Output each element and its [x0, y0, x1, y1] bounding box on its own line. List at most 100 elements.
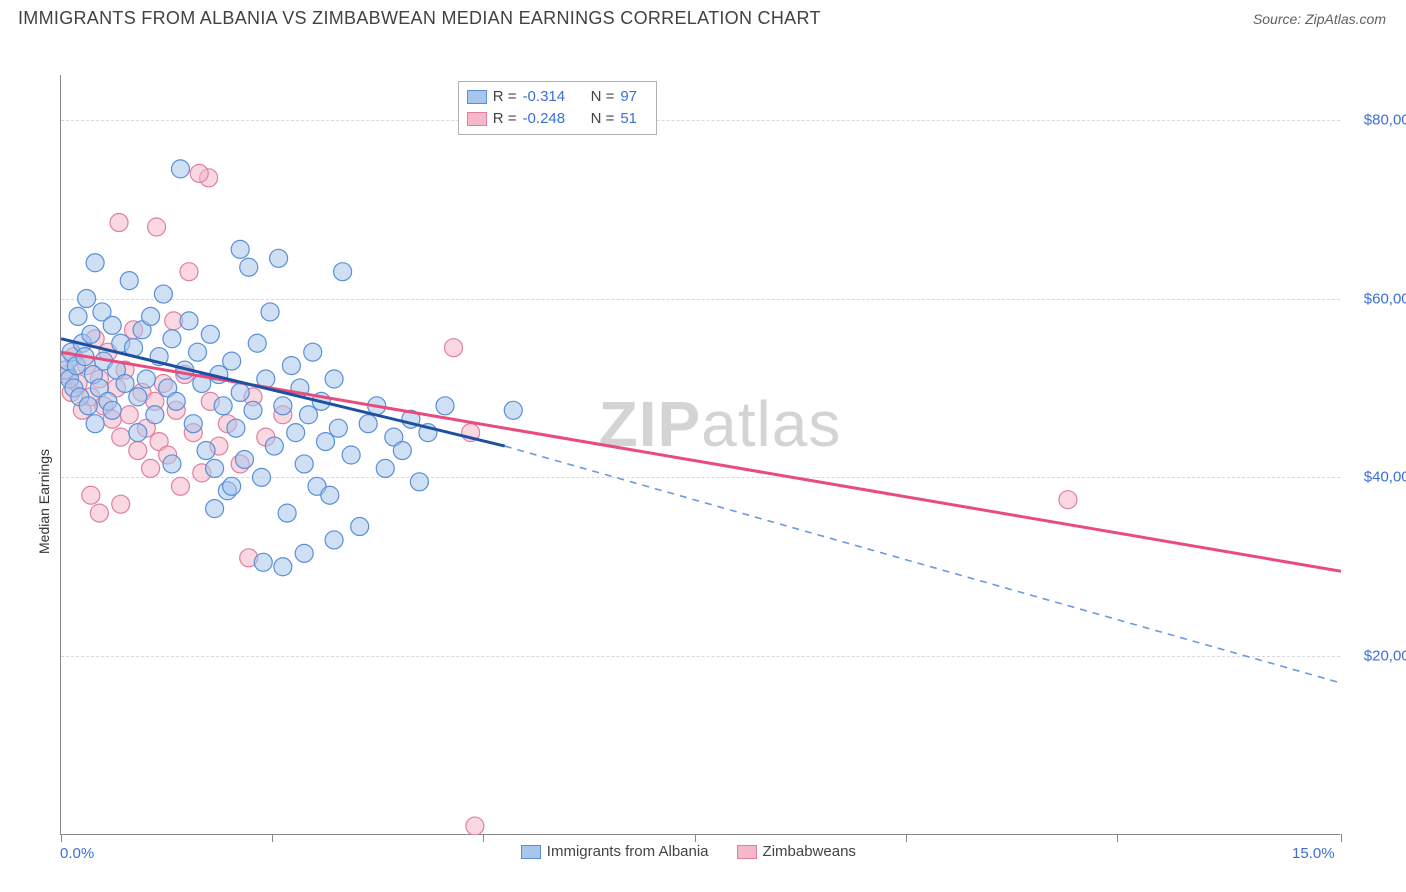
data-point	[112, 495, 130, 513]
watermark: ZIPatlas	[599, 387, 842, 461]
chart-title: IMMIGRANTS FROM ALBANIA VS ZIMBABWEAN ME…	[18, 8, 821, 29]
data-point	[163, 455, 181, 473]
data-point	[244, 388, 262, 406]
data-point	[240, 549, 258, 567]
y-axis-label: Median Earnings	[36, 449, 52, 554]
data-point	[436, 397, 454, 415]
x-tick	[61, 834, 62, 842]
data-point	[200, 169, 218, 187]
data-point	[176, 366, 194, 384]
y-tick-label: $40,000	[1348, 469, 1406, 486]
data-point	[351, 518, 369, 536]
data-point	[73, 401, 91, 419]
data-point	[274, 397, 292, 415]
data-point	[95, 397, 113, 415]
legend-swatch	[737, 845, 757, 859]
data-point	[95, 352, 113, 370]
data-point	[171, 160, 189, 178]
data-point	[90, 370, 108, 388]
data-point	[180, 312, 198, 330]
data-point	[274, 558, 292, 576]
data-point	[308, 477, 326, 495]
data-point	[291, 379, 309, 397]
data-point	[62, 343, 80, 361]
data-point	[190, 164, 208, 182]
data-point	[112, 428, 130, 446]
data-point	[107, 361, 125, 379]
data-point	[129, 388, 147, 406]
data-point	[176, 361, 194, 379]
data-point	[274, 406, 292, 424]
data-point	[325, 531, 343, 549]
data-point	[402, 410, 420, 428]
data-point	[167, 392, 185, 410]
data-point	[325, 370, 343, 388]
data-point	[137, 419, 155, 437]
data-point	[125, 339, 143, 357]
data-point	[159, 446, 177, 464]
data-point	[317, 433, 335, 451]
data-point	[231, 383, 249, 401]
data-point	[218, 415, 236, 433]
series-legend: Immigrants from AlbaniaZimbabweans	[521, 843, 856, 860]
gridline	[61, 299, 1340, 300]
data-point	[445, 339, 463, 357]
data-point	[504, 401, 522, 419]
data-point	[61, 366, 77, 384]
legend-swatch	[467, 112, 487, 126]
data-point	[163, 330, 181, 348]
data-point	[1059, 491, 1077, 509]
y-tick-label: $60,000	[1348, 290, 1406, 307]
data-point	[385, 428, 403, 446]
trend-line	[61, 339, 505, 446]
data-point	[359, 415, 377, 433]
data-point	[69, 307, 87, 325]
data-point	[312, 392, 330, 410]
data-point	[159, 379, 177, 397]
data-point	[82, 486, 100, 504]
data-point	[116, 361, 134, 379]
data-point	[254, 553, 272, 571]
x-tick	[695, 834, 696, 842]
data-point	[210, 366, 228, 384]
data-point	[73, 334, 91, 352]
data-point	[231, 455, 249, 473]
data-point	[206, 459, 224, 477]
data-point	[86, 415, 104, 433]
plot-area: ZIPatlas R =-0.314N =97R =-0.248N =51 $2…	[60, 75, 1340, 835]
data-point	[69, 374, 87, 392]
data-point	[184, 415, 202, 433]
data-point	[142, 459, 160, 477]
data-point	[244, 401, 262, 419]
data-point	[76, 348, 94, 366]
data-point	[193, 374, 211, 392]
data-point	[93, 303, 111, 321]
data-point	[142, 307, 160, 325]
data-point	[231, 240, 249, 258]
data-point	[82, 325, 100, 343]
legend-item: Zimbabweans	[737, 843, 856, 860]
data-point	[193, 464, 211, 482]
data-point	[61, 352, 77, 370]
data-point	[265, 437, 283, 455]
data-point	[84, 366, 102, 384]
data-point	[282, 357, 300, 375]
data-point	[410, 473, 428, 491]
data-point	[103, 316, 121, 334]
data-point	[112, 334, 130, 352]
legend-swatch	[521, 845, 541, 859]
gridline	[61, 656, 1340, 657]
data-point	[278, 504, 296, 522]
x-tick	[272, 834, 273, 842]
data-point	[240, 258, 258, 276]
data-point	[61, 361, 74, 379]
chart-header: IMMIGRANTS FROM ALBANIA VS ZIMBABWEAN ME…	[0, 0, 1406, 33]
data-point	[201, 392, 219, 410]
data-point	[103, 410, 121, 428]
data-point	[154, 374, 172, 392]
legend-row: R =-0.314N =97	[467, 86, 649, 108]
data-point	[171, 477, 189, 495]
data-point	[167, 401, 185, 419]
data-point	[71, 388, 89, 406]
data-point	[329, 419, 347, 437]
